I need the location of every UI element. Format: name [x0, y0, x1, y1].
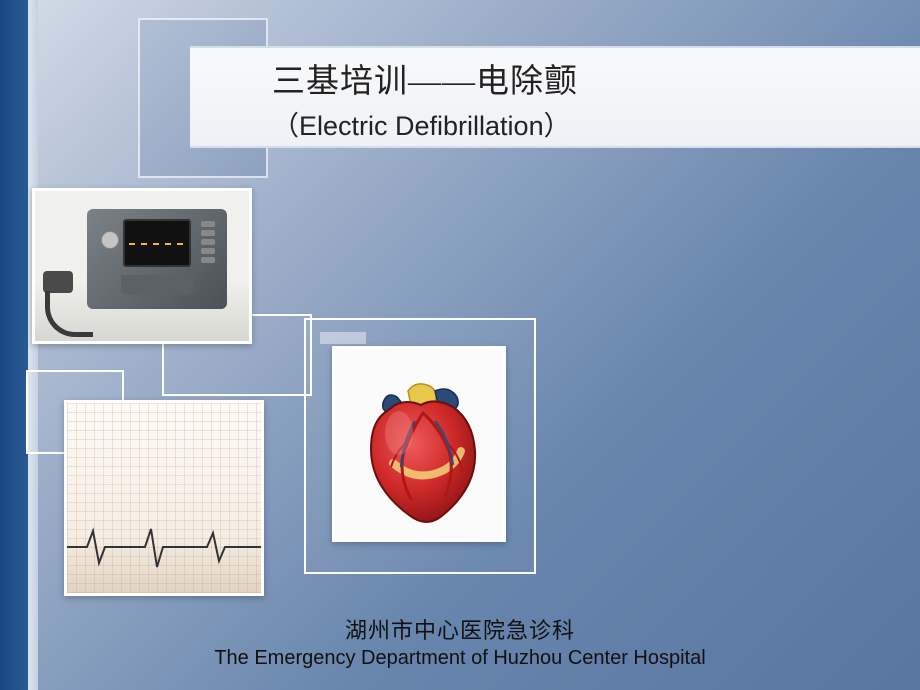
- heart-accent-rect: [320, 332, 366, 344]
- footer-english: The Emergency Department of Huzhou Cente…: [0, 647, 920, 670]
- heart-anatomy-photo: [332, 346, 506, 542]
- defibrillator-device-photo: [32, 188, 252, 344]
- title-chinese: 三基培训——电除颤: [272, 54, 920, 102]
- title-english: （Electric Defibrillation）: [272, 104, 920, 143]
- footer: 湖州市中心医院急诊科 The Emergency Department of H…: [0, 613, 920, 670]
- ecg-paper-photo: [64, 400, 264, 596]
- footer-chinese: 湖州市中心医院急诊科: [0, 613, 920, 645]
- heart-icon: [353, 381, 491, 531]
- left-accent-band: [0, 0, 28, 690]
- ecg-trace-icon: [64, 521, 264, 573]
- left-accent-band-inner: [28, 0, 38, 690]
- title-strip: 三基培训——电除颤 （Electric Defibrillation）: [190, 46, 920, 148]
